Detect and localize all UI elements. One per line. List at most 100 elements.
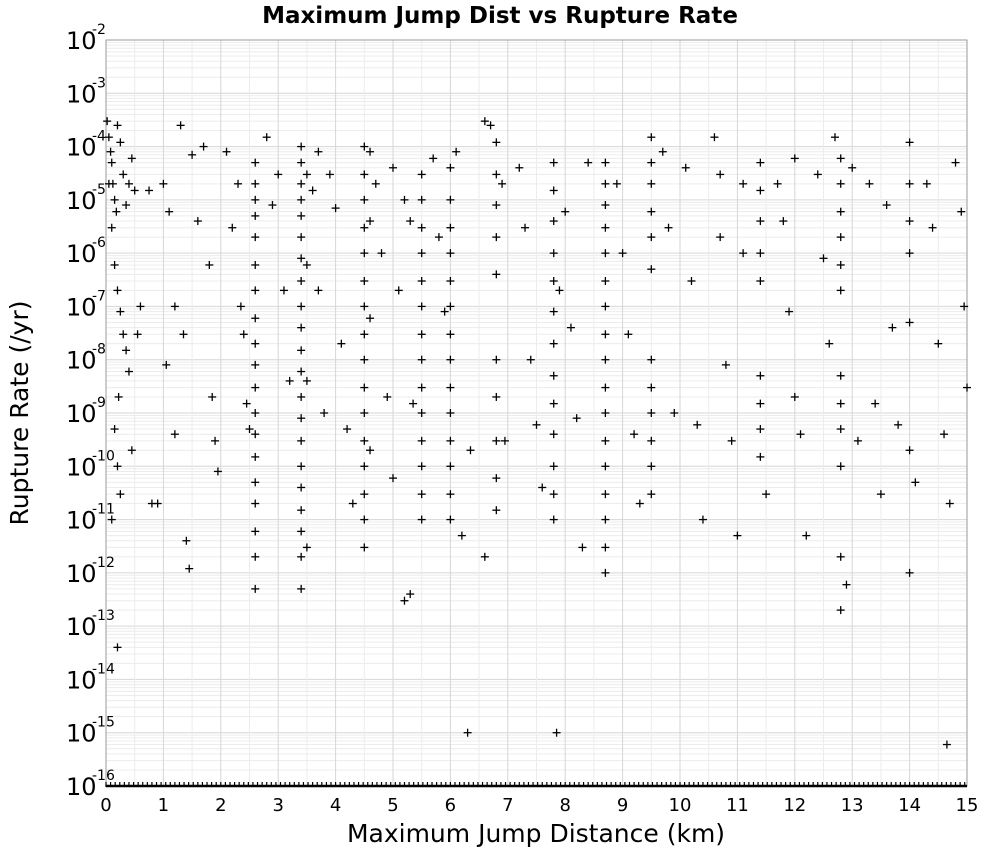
data-point: [297, 179, 306, 188]
data-point: [360, 490, 369, 499]
data-point: [251, 584, 260, 593]
data-point: [245, 425, 254, 434]
x-tick-label: 14: [898, 795, 921, 816]
data-point: [446, 249, 455, 258]
data-point: [417, 462, 426, 471]
data-point: [463, 728, 472, 737]
data-point: [211, 436, 220, 445]
data-point: [635, 499, 644, 508]
data-point: [417, 170, 426, 179]
data-point: [549, 490, 558, 499]
data-point: [942, 740, 951, 749]
data-point: [762, 490, 771, 499]
data-point: [802, 531, 811, 540]
data-point: [836, 371, 845, 380]
data-point: [337, 339, 346, 348]
data-point: [836, 286, 845, 295]
data-point: [555, 286, 564, 295]
data-point: [122, 346, 131, 355]
data-point: [116, 307, 125, 316]
data-point: [406, 217, 415, 226]
data-point: [360, 409, 369, 417]
data-point: [251, 260, 260, 269]
data-point: [647, 133, 656, 142]
data-point: [842, 580, 851, 589]
data-point: [107, 515, 116, 524]
data-point: [297, 233, 306, 242]
data-point: [549, 339, 558, 348]
data-point: [733, 531, 742, 540]
data-point: [113, 121, 122, 130]
data-point: [360, 223, 369, 232]
data-point: [331, 204, 340, 213]
data-point: [417, 195, 426, 204]
data-point: [756, 452, 765, 461]
data-point: [601, 330, 610, 339]
data-point: [302, 376, 311, 385]
data-point: [251, 478, 260, 487]
y-tick-exponent: -3: [92, 75, 106, 91]
data-point: [297, 277, 306, 286]
data-point: [532, 420, 541, 429]
data-point: [394, 286, 403, 295]
data-point: [122, 201, 131, 210]
data-point: [110, 195, 119, 204]
data-point: [360, 543, 369, 552]
data-point: [756, 399, 765, 408]
y-tick-base: 10: [66, 560, 97, 588]
data-point: [377, 249, 386, 258]
data-point: [360, 302, 369, 311]
data-point: [601, 158, 610, 167]
data-point: [383, 392, 392, 401]
data-point: [584, 158, 593, 167]
data-point: [159, 179, 168, 188]
y-tick-exponent: -5: [92, 182, 106, 198]
x-tick-label: 5: [387, 795, 398, 816]
data-point: [756, 425, 765, 434]
data-point: [836, 233, 845, 242]
data-point: [113, 462, 122, 471]
data-point: [251, 233, 260, 242]
data-point: [911, 478, 920, 487]
data-point: [348, 499, 357, 508]
y-tick-exponent: -16: [92, 768, 115, 784]
data-point: [236, 302, 245, 311]
data-point: [182, 536, 191, 545]
data-point: [446, 277, 455, 286]
data-point: [239, 330, 248, 339]
x-axis-ticks: 0 1 2 3 4 5 6 7 8 9 10 11 12 13 14 15: [100, 795, 978, 816]
data-point: [360, 355, 369, 364]
x-tick-label: 10: [669, 795, 692, 816]
data-point: [756, 186, 765, 195]
data-point: [492, 355, 501, 364]
data-point: [836, 260, 845, 269]
data-point: [297, 211, 306, 220]
y-tick-base: 10: [66, 720, 97, 748]
data-point: [492, 506, 501, 515]
data-point: [119, 330, 128, 339]
data-point: [262, 133, 271, 142]
data-point: [104, 179, 113, 188]
data-point: [251, 452, 260, 461]
data-point: [446, 409, 455, 417]
data-point: [466, 446, 475, 455]
data-point: [170, 302, 179, 311]
data-point: [716, 233, 725, 242]
data-point: [951, 158, 960, 167]
data-point: [279, 286, 288, 295]
data-point: [371, 179, 380, 188]
data-point: [601, 409, 610, 417]
data-point: [853, 436, 862, 445]
data-point: [297, 506, 306, 515]
data-point: [779, 217, 788, 226]
data-point: [112, 207, 121, 216]
x-tick-label: 8: [559, 795, 570, 816]
data-point: [251, 314, 260, 323]
y-tick-base: 10: [66, 453, 97, 481]
y-tick-exponent: -8: [92, 342, 106, 358]
y-tick-exponent: -2: [92, 22, 106, 38]
data-point: [538, 483, 547, 492]
data-point: [836, 462, 845, 471]
data-point: [492, 170, 501, 179]
